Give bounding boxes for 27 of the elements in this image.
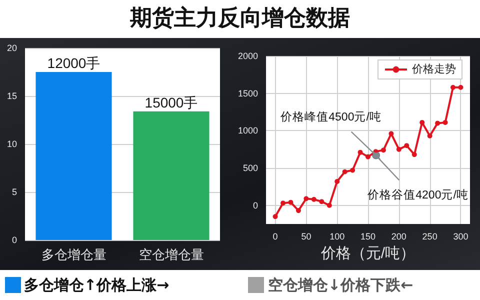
- y-tick-label: 0: [253, 200, 258, 210]
- y-tick-label: 5: [12, 187, 17, 197]
- y-tick-label: 1500: [238, 88, 258, 98]
- x-tick-label: 300: [453, 232, 468, 242]
- x-tick-label: 100: [330, 232, 345, 242]
- x-tick-label: 150: [360, 232, 376, 242]
- x-tick-label: 多仓增仓量: [41, 247, 106, 262]
- x-axis-title: 价格（元/吨）: [320, 244, 416, 262]
- y-tick-label: 20: [6, 43, 17, 53]
- text: 空仓增仓↓价格下跌←: [268, 275, 414, 295]
- y-tick-label: 10: [6, 139, 17, 149]
- x-tick-label: 250: [422, 232, 438, 242]
- annotation: 价格谷值4200元/吨: [366, 188, 468, 202]
- y-tick-label: 500: [242, 163, 258, 173]
- y-tick-label: 2000: [238, 51, 258, 61]
- annotation: 价格峰值4500元/吨: [280, 110, 382, 124]
- x-tick-label: 空仓增仓量: [138, 247, 204, 262]
- annotation: 12000手: [47, 55, 100, 71]
- annotation: 15000手: [144, 94, 198, 110]
- y-tick-label: 15: [6, 91, 17, 101]
- text: 多仓增仓↑价格上涨→: [24, 275, 170, 295]
- x-tick-label: 200: [391, 232, 406, 242]
- legend-label: 价格走势: [411, 62, 456, 76]
- y-tick-label: 1000: [238, 126, 258, 136]
- x-tick-label: 50: [301, 232, 312, 242]
- chart-title: 期货主力反向增仓数据: [0, 0, 480, 38]
- x-tick-label: 0: [272, 232, 278, 242]
